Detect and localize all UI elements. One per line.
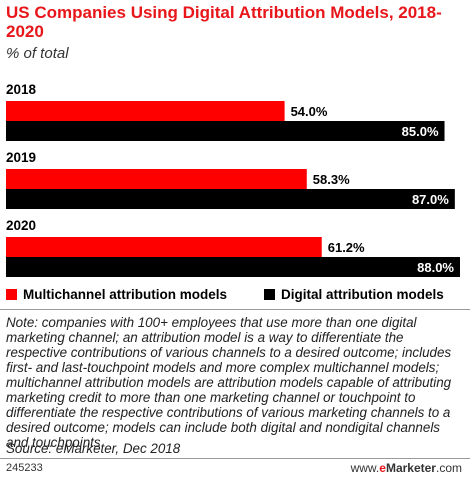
chart-note: Note: companies with 100+ employees that… <box>6 315 452 450</box>
divider-top <box>0 309 470 310</box>
divider-bottom <box>0 458 470 459</box>
data-label-multichannel-2019: 58.3% <box>313 172 350 187</box>
bar-multichannel-2020 <box>6 237 322 257</box>
chart-source: Source: eMarketer, Dec 2018 <box>6 441 181 456</box>
legend-swatch-multichannel <box>6 289 17 300</box>
chart-subtitle: % of total <box>6 45 69 62</box>
bar-digital-2020 <box>6 257 460 277</box>
legend-item-digital: Digital attribution models <box>264 287 444 302</box>
bar-chart: 2018 54.0% 85.0% 2019 58.3% 87.0% 2020 61.2% 88.… <box>6 82 460 277</box>
bar-multichannel-2018 <box>6 101 285 121</box>
brand-logo[interactable]: www.eMarketer.com <box>351 461 462 475</box>
legend-item-multichannel: Multichannel attribution models <box>6 287 227 302</box>
data-label-multichannel-2018: 54.0% <box>291 104 328 119</box>
legend-label-digital: Digital attribution models <box>281 287 444 302</box>
bar-multichannel-2019 <box>6 169 307 189</box>
bar-digital-2019 <box>6 189 455 209</box>
data-label-digital-2018: 85.0% <box>402 124 439 139</box>
brand-prefix: www. <box>350 461 380 475</box>
bar-digital-2018 <box>6 121 445 141</box>
brand-e: e <box>379 461 386 475</box>
legend-label-multichannel: Multichannel attribution models <box>23 287 228 302</box>
chart-title: US Companies Using Digital Attribution M… <box>6 3 442 41</box>
category-label-2019: 2019 <box>6 150 36 165</box>
category-label-2018: 2018 <box>6 82 37 97</box>
data-label-digital-2020: 88.0% <box>417 260 454 275</box>
data-label-multichannel-2020: 61.2% <box>328 240 365 255</box>
legend-swatch-digital <box>264 289 275 300</box>
data-label-digital-2019: 87.0% <box>412 192 449 207</box>
brand-name: Marketer <box>385 461 436 475</box>
chart-id: 245233 <box>6 462 43 474</box>
brand-suffix: .com <box>435 461 462 475</box>
category-label-2020: 2020 <box>6 218 36 233</box>
